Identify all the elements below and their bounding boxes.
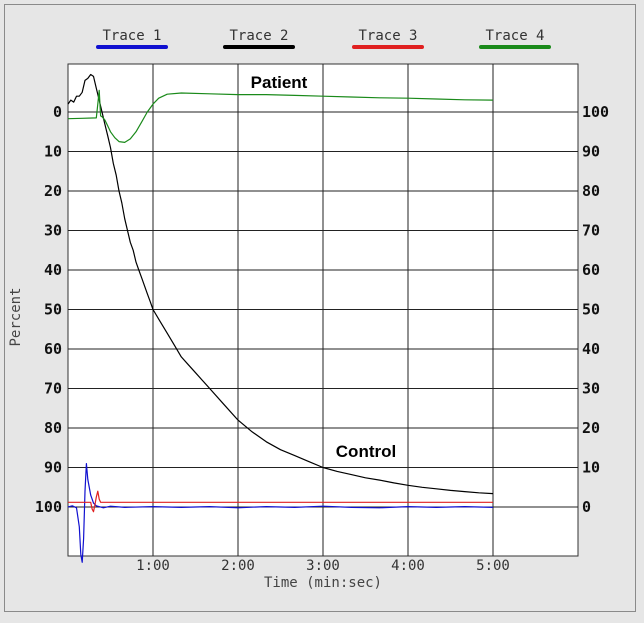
left-axis-ticks: 0 10 20 30 40 50 60 70 80 90 100 xyxy=(35,103,62,516)
series-line-trace-2 xyxy=(67,73,494,495)
y-axis-title: Percent xyxy=(8,287,24,346)
right-axis-tick-label: 80 xyxy=(582,182,600,200)
left-axis-tick-label: 10 xyxy=(44,143,62,161)
left-axis-tick-label: 40 xyxy=(44,261,62,279)
legend-swatch xyxy=(479,45,551,49)
x-axis-tick-label: 3:00 xyxy=(306,558,340,574)
left-axis-tick-label: 80 xyxy=(44,419,62,437)
left-axis-tick-label: 60 xyxy=(44,340,62,358)
left-axis-tick-label: 90 xyxy=(44,459,62,477)
right-axis-tick-label: 10 xyxy=(582,459,600,477)
x-axis-ticks: 1:00 2:00 3:00 4:00 5:00 xyxy=(136,558,510,574)
right-axis-tick-label: 40 xyxy=(582,340,600,358)
x-axis-tick-label: 2:00 xyxy=(221,558,255,574)
right-axis-tick-label: 50 xyxy=(582,301,600,319)
series-line-trace-3 xyxy=(68,490,493,513)
right-axis-tick-label: 20 xyxy=(582,419,600,437)
series-group xyxy=(67,73,494,563)
series-line-trace-1 xyxy=(67,463,494,563)
left-axis-tick-label: 20 xyxy=(44,182,62,200)
right-axis-tick-label: 30 xyxy=(582,380,600,398)
x-axis-tick-label: 4:00 xyxy=(391,558,425,574)
legend-swatch xyxy=(96,45,168,49)
left-axis-tick-label: 50 xyxy=(44,301,62,319)
x-axis-title: Time (min:sec) xyxy=(264,575,382,591)
annotation-patient: Patient xyxy=(251,73,308,92)
left-axis-tick-label: 0 xyxy=(53,103,62,121)
legend-label: Trace 2 xyxy=(229,28,289,44)
right-axis-tick-label: 0 xyxy=(582,498,591,516)
legend-item-trace-1: Trace 1 xyxy=(92,28,172,49)
right-axis-tick-label: 70 xyxy=(582,222,600,240)
legend-swatch xyxy=(223,45,295,49)
legend-label: Trace 1 xyxy=(102,28,162,44)
right-axis-tick-label: 60 xyxy=(582,261,600,279)
legend-item-trace-2: Trace 2 xyxy=(219,28,299,49)
legend-label: Trace 3 xyxy=(358,28,418,44)
legend-label: Trace 4 xyxy=(485,28,545,44)
annotation-control: Control xyxy=(336,442,396,461)
legend-item-trace-3: Trace 3 xyxy=(348,28,428,49)
left-axis-tick-label: 70 xyxy=(44,380,62,398)
left-axis-tick-label: 100 xyxy=(35,498,62,516)
series-line-trace-4 xyxy=(67,89,494,143)
left-axis-tick-label: 30 xyxy=(44,222,62,240)
x-axis-tick-label: 5:00 xyxy=(476,558,510,574)
right-axis-tick-label: 100 xyxy=(582,103,609,121)
x-axis-tick-label: 1:00 xyxy=(136,558,170,574)
legend-item-trace-4: Trace 4 xyxy=(475,28,555,49)
right-axis-tick-label: 90 xyxy=(582,143,600,161)
legend-swatch xyxy=(352,45,424,49)
